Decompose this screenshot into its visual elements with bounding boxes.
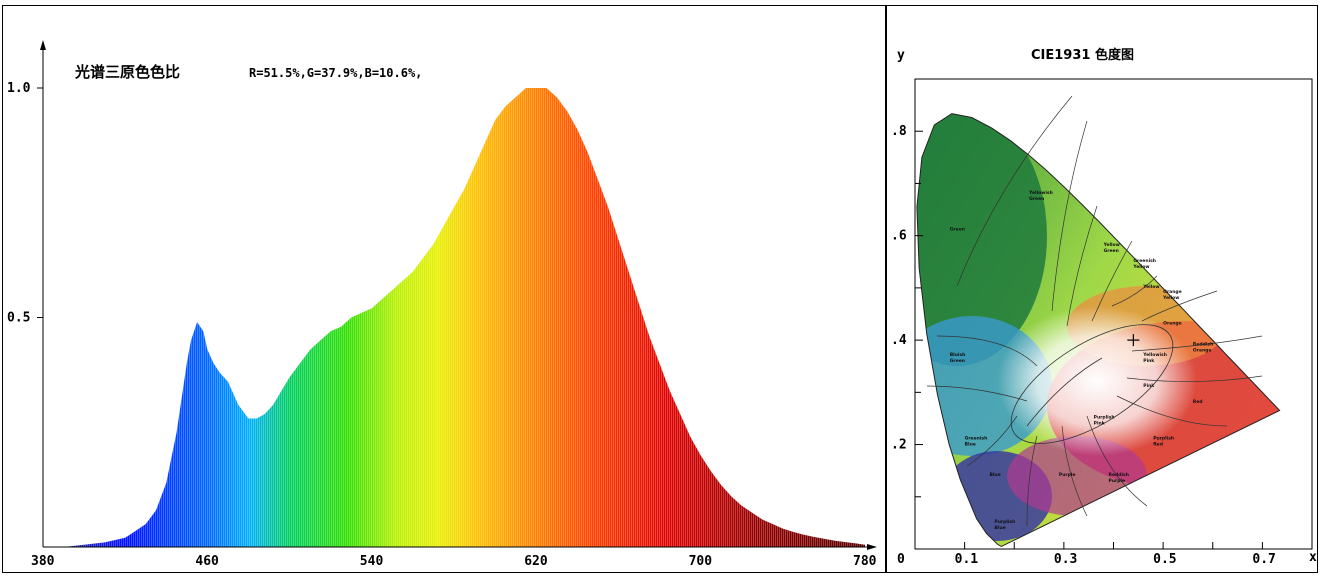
region-label: Reddish (1193, 341, 1213, 347)
isotemperature-lines (926, 95, 1263, 527)
x-tick-label: 0.5 (1153, 552, 1176, 567)
region-label: Blue (989, 472, 1000, 478)
x-axis-arrow (867, 544, 877, 550)
region-label: Yellow (1162, 295, 1179, 301)
region-label: Yellow (1142, 284, 1159, 290)
region-label: Purplish (1094, 414, 1115, 420)
y-tick-label: 1.0 (7, 81, 31, 96)
y-tick-label: .8 (891, 124, 907, 139)
chart-title: CIE1931 色度图 (1031, 47, 1134, 63)
region-label: Green (1029, 196, 1044, 202)
y-tick-label: .6 (891, 229, 907, 244)
cie-chart: GreenYellowishGreenYellowGreenGreenishYe… (891, 47, 1317, 567)
region-label: Yellowish (1028, 190, 1053, 196)
x-tick-label: 0.1 (955, 552, 979, 567)
region-label: Purple (1059, 472, 1076, 478)
y-tick-label: .4 (891, 333, 907, 348)
spectrum-area-texture (43, 88, 865, 547)
region-label: Orange (1163, 320, 1182, 326)
y-axis-label: y (897, 48, 905, 63)
y-axis-arrow (40, 40, 46, 50)
spectrum-chart: 380 460 540 620 700 780 0.5 1.0 光谱三原色色比 R=51.5… (7, 40, 877, 569)
region-label: Pink (1143, 358, 1155, 364)
region-label: Pink (1143, 383, 1155, 389)
region-label: Blue (994, 525, 1005, 531)
spectrum-panel: 380 460 540 620 700 780 0.5 1.0 光谱三原色色比 R=51.5… (2, 5, 886, 573)
planckian-locus (1026, 357, 1103, 427)
color-point-marker (1127, 334, 1140, 347)
region-label: Bluish (950, 352, 966, 358)
cie-panel: Green Yellowish Green Yellow Green Greenish Ye… (886, 5, 1318, 573)
x-tick-label: 0 (897, 552, 905, 567)
white-region-outline (1010, 324, 1174, 444)
x-axis-label: x (1309, 550, 1317, 565)
region-label: Purplish (1153, 435, 1174, 441)
region-label: Green (950, 226, 965, 232)
x-tick-label: 620 (524, 554, 548, 569)
region-label: Orange (1193, 347, 1212, 353)
region-labels: GreenYellowishGreenYellowGreenGreenishYe… (950, 190, 1214, 531)
region-label: Green (1104, 248, 1119, 254)
region-label: Blue (965, 441, 976, 447)
region-label: Greenish (965, 435, 988, 441)
region-label: Yellowish (1142, 352, 1167, 358)
region-label: Greenish (1133, 258, 1156, 264)
y-ticks: .2 .4 .6 .8 (891, 124, 923, 498)
region-label: Pink (1094, 420, 1106, 426)
region-label: Reddish (1109, 472, 1129, 478)
region-label: Purplish (994, 519, 1015, 525)
region-label: Red (1193, 399, 1203, 405)
y-tick-label: 0.5 (7, 311, 30, 326)
x-tick-labels: 380 460 540 620 700 780 (31, 554, 877, 569)
chart-title: 光谱三原色色比 (74, 63, 180, 81)
region-label: Yellow (1103, 242, 1120, 248)
x-tick-label: 0.7 (1252, 552, 1275, 567)
x-ticks: 0 0.1 0.3 0.5 0.7 (897, 542, 1276, 567)
chart-subtitle: R=51.5%,G=37.9%,B=10.6%, (249, 66, 422, 80)
region-label: Green (950, 358, 965, 364)
x-tick-label: 780 (853, 554, 877, 569)
region-label: Red (1153, 441, 1163, 447)
region-label: Yellow (1132, 264, 1149, 270)
region-label: Purple (1109, 478, 1126, 484)
y-tick-label: .2 (891, 438, 907, 453)
region-label: Orange (1163, 289, 1182, 295)
spectral-locus (916, 113, 1281, 547)
x-tick-label: 460 (195, 554, 219, 569)
x-tick-label: 0.3 (1054, 552, 1077, 567)
x-tick-label: 380 (31, 554, 55, 569)
x-tick-label: 540 (360, 554, 384, 569)
x-tick-label: 700 (689, 554, 713, 569)
chromaticity-gamut (916, 113, 1280, 546)
y-tick-labels: 0.5 1.0 (7, 81, 43, 326)
